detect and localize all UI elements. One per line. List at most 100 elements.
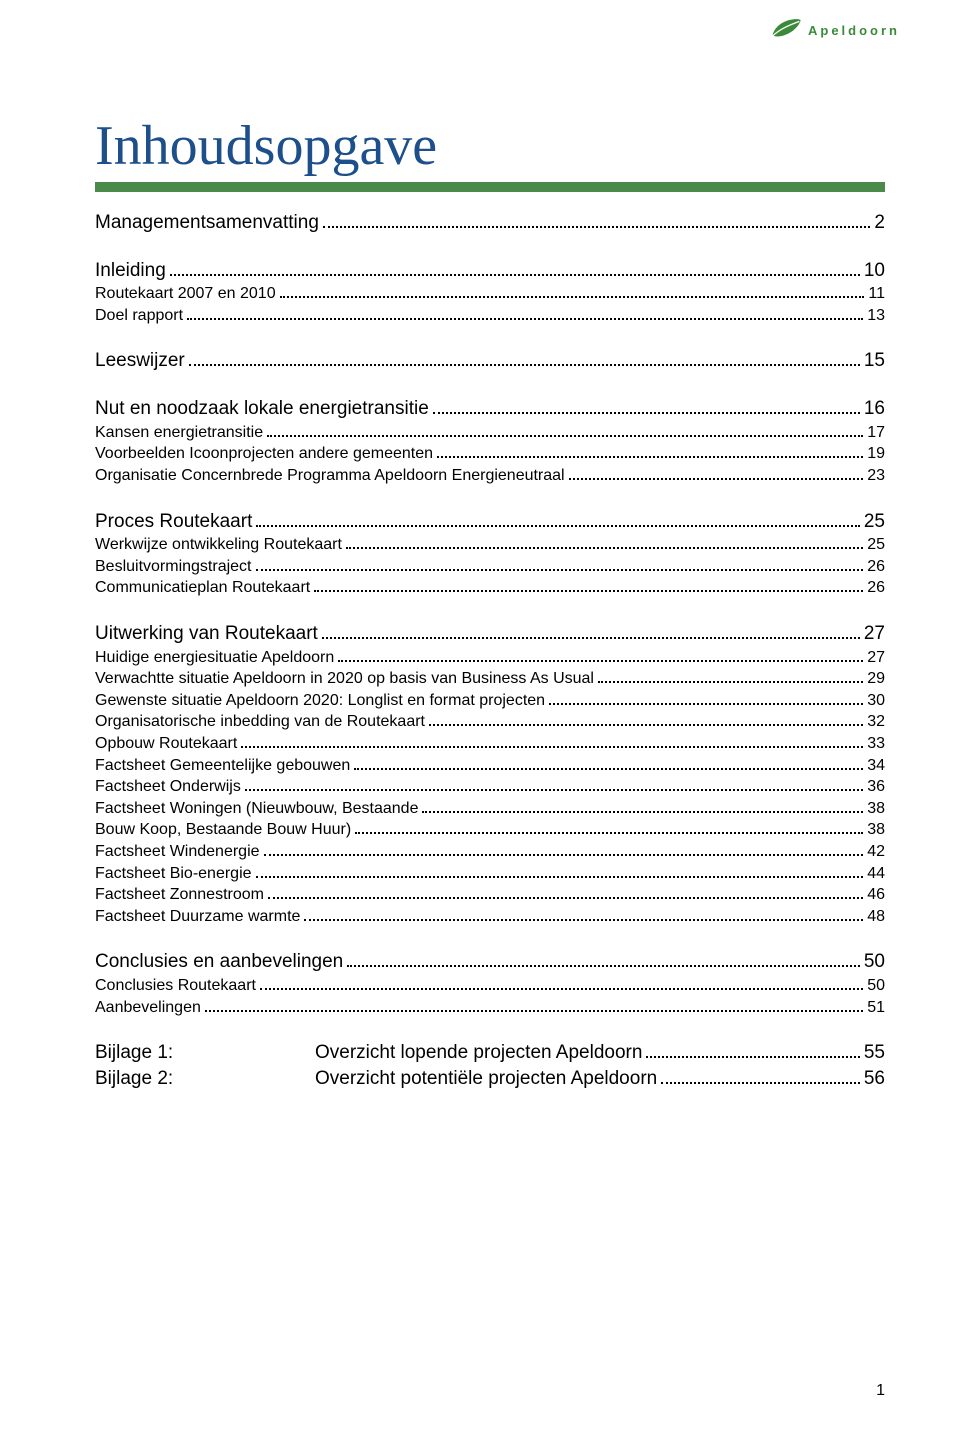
- toc-leader: [661, 1070, 860, 1083]
- toc-leader: [437, 448, 863, 458]
- toc-leader: [241, 738, 863, 748]
- toc-page-number: 19: [867, 443, 885, 465]
- toc-page-number: 55: [864, 1040, 885, 1066]
- toc-row[interactable]: Huidige energiesituatie Apeldoorn27: [95, 647, 885, 669]
- toc-label: Opbouw Routekaart: [95, 733, 237, 755]
- toc-leader: [322, 629, 860, 639]
- toc-row[interactable]: Nut en noodzaak lokale energietransitie 1…: [95, 396, 885, 422]
- toc-block: Nut en noodzaak lokale energietransitie 1…: [95, 396, 885, 486]
- toc-page-number: 13: [867, 305, 885, 327]
- toc-row[interactable]: Aanbevelingen51: [95, 997, 885, 1019]
- toc-row[interactable]: Gewenste situatie Apeldoorn 2020: Longli…: [95, 690, 885, 712]
- toc-page-number: 42: [867, 841, 885, 863]
- toc-page-number: 2: [874, 210, 885, 236]
- toc-row[interactable]: Factsheet Woningen (Nieuwbouw, Bestaande…: [95, 798, 885, 820]
- toc-row[interactable]: Proces Routekaart 25: [95, 509, 885, 535]
- toc-label: Factsheet Bio-energie: [95, 863, 252, 885]
- toc-row[interactable]: Besluitvormingstraject26: [95, 556, 885, 578]
- toc-label: Factsheet Woningen (Nieuwbouw, Bestaande: [95, 798, 418, 820]
- toc-row[interactable]: Routekaart 2007 en 201011: [95, 283, 885, 305]
- table-of-contents: Managementsamenvatting 2 Inleiding 10Routek…: [95, 210, 885, 1018]
- toc-page-number: 29: [867, 668, 885, 690]
- bijlage-title: Overzicht potentiële projecten Apeldoorn: [315, 1066, 657, 1092]
- bijlagen-block: Bijlage 1:Overzicht lopende projecten Ap…: [95, 1040, 885, 1091]
- toc-label: Communicatieplan Routekaart: [95, 577, 310, 599]
- brand-text: Apeldoorn: [808, 23, 900, 38]
- toc-row[interactable]: Uitwerking van Routekaart27: [95, 621, 885, 647]
- toc-label: Nut en noodzaak lokale energietransitie: [95, 396, 429, 422]
- toc-page-number: 33: [867, 733, 885, 755]
- toc-leader: [598, 673, 863, 683]
- toc-leader: [429, 716, 863, 726]
- toc-page-number: 25: [864, 509, 885, 535]
- toc-page-number: 16: [864, 396, 885, 422]
- toc-page-number: 48: [867, 906, 885, 928]
- toc-page-number: 44: [867, 863, 885, 885]
- toc-page-number: 46: [867, 884, 885, 906]
- toc-page-number: 10: [864, 258, 885, 284]
- toc-row[interactable]: Bouw Koop, Bestaande Bouw Huur)38: [95, 819, 885, 841]
- toc-leader: [346, 539, 863, 549]
- toc-label: Organisatorische inbedding van de Routek…: [95, 711, 425, 733]
- toc-block: Managementsamenvatting 2: [95, 210, 885, 236]
- toc-label: Organisatie Concernbrede Programma Apeld…: [95, 465, 565, 487]
- toc-page-number: 26: [867, 556, 885, 578]
- toc-leader: [355, 824, 863, 834]
- toc-row[interactable]: Voorbeelden Icoonprojecten andere gemeen…: [95, 443, 885, 465]
- toc-block: Leeswijzer15: [95, 348, 885, 374]
- toc-label: Conclusies Routekaart: [95, 975, 256, 997]
- toc-row[interactable]: Organisatorische inbedding van de Routek…: [95, 711, 885, 733]
- toc-row[interactable]: Conclusies Routekaart50: [95, 975, 885, 997]
- toc-row[interactable]: Leeswijzer15: [95, 348, 885, 374]
- toc-leader: [189, 356, 860, 366]
- toc-leader: [338, 651, 863, 661]
- page-container: Apeldoorn Inhoudsopgave Managementsamenv…: [0, 0, 960, 1432]
- toc-row[interactable]: Doel rapport 13: [95, 305, 885, 327]
- toc-leader: [264, 846, 864, 856]
- bijlage-row[interactable]: Bijlage 1:Overzicht lopende projecten Ap…: [95, 1040, 885, 1066]
- toc-row[interactable]: Managementsamenvatting 2: [95, 210, 885, 236]
- page-title: Inhoudsopgave: [95, 114, 885, 178]
- toc-page-number: 11: [868, 283, 885, 305]
- bijlage-key: Bijlage 1:: [95, 1040, 315, 1066]
- bijlage-row[interactable]: Bijlage 2:Overzicht potentiële projecten…: [95, 1066, 885, 1092]
- toc-row[interactable]: Conclusies en aanbevelingen50: [95, 949, 885, 975]
- toc-label: Uitwerking van Routekaart: [95, 621, 318, 647]
- toc-leader: [267, 426, 863, 436]
- toc-label: Factsheet Zonnestroom: [95, 884, 264, 906]
- toc-label: Inleiding: [95, 258, 166, 284]
- toc-page-number: 23: [867, 465, 885, 487]
- toc-row[interactable]: Factsheet Duurzame warmte48: [95, 906, 885, 928]
- toc-leader: [245, 781, 863, 791]
- toc-row[interactable]: Factsheet Zonnestroom 46: [95, 884, 885, 906]
- toc-page-number: 34: [867, 755, 885, 777]
- toc-leader: [268, 889, 863, 899]
- toc-row[interactable]: Factsheet Gemeentelijke gebouwen34: [95, 755, 885, 777]
- toc-label: Proces Routekaart: [95, 509, 252, 535]
- toc-leader: [256, 867, 864, 877]
- toc-row[interactable]: Organisatie Concernbrede Programma Apeld…: [95, 465, 885, 487]
- toc-row[interactable]: Kansen energietransitie17: [95, 422, 885, 444]
- toc-label: Managementsamenvatting: [95, 210, 319, 236]
- toc-leader: [646, 1045, 859, 1058]
- toc-leader: [422, 802, 863, 812]
- toc-leader: [187, 309, 863, 319]
- toc-label: Factsheet Onderwijs: [95, 776, 241, 798]
- toc-label: Kansen energietransitie: [95, 422, 263, 444]
- toc-label: Werkwijze ontwikkeling Routekaart: [95, 534, 342, 556]
- toc-label: Doel rapport: [95, 305, 183, 327]
- toc-label: Leeswijzer: [95, 348, 185, 374]
- toc-row[interactable]: Opbouw Routekaart 33: [95, 733, 885, 755]
- toc-row[interactable]: Inleiding 10: [95, 258, 885, 284]
- toc-page-number: 26: [867, 577, 885, 599]
- toc-leader: [323, 218, 871, 228]
- toc-leader: [170, 265, 860, 275]
- toc-row[interactable]: Verwachtte situatie Apeldoorn in 2020 op…: [95, 668, 885, 690]
- toc-row[interactable]: Werkwijze ontwikkeling Routekaart25: [95, 534, 885, 556]
- toc-row[interactable]: Communicatieplan Routekaart 26: [95, 577, 885, 599]
- toc-row[interactable]: Factsheet Onderwijs 36: [95, 776, 885, 798]
- toc-page-number: 50: [864, 949, 885, 975]
- toc-row[interactable]: Factsheet Bio-energie 44: [95, 863, 885, 885]
- toc-page-number: 36: [867, 776, 885, 798]
- toc-row[interactable]: Factsheet Windenergie42: [95, 841, 885, 863]
